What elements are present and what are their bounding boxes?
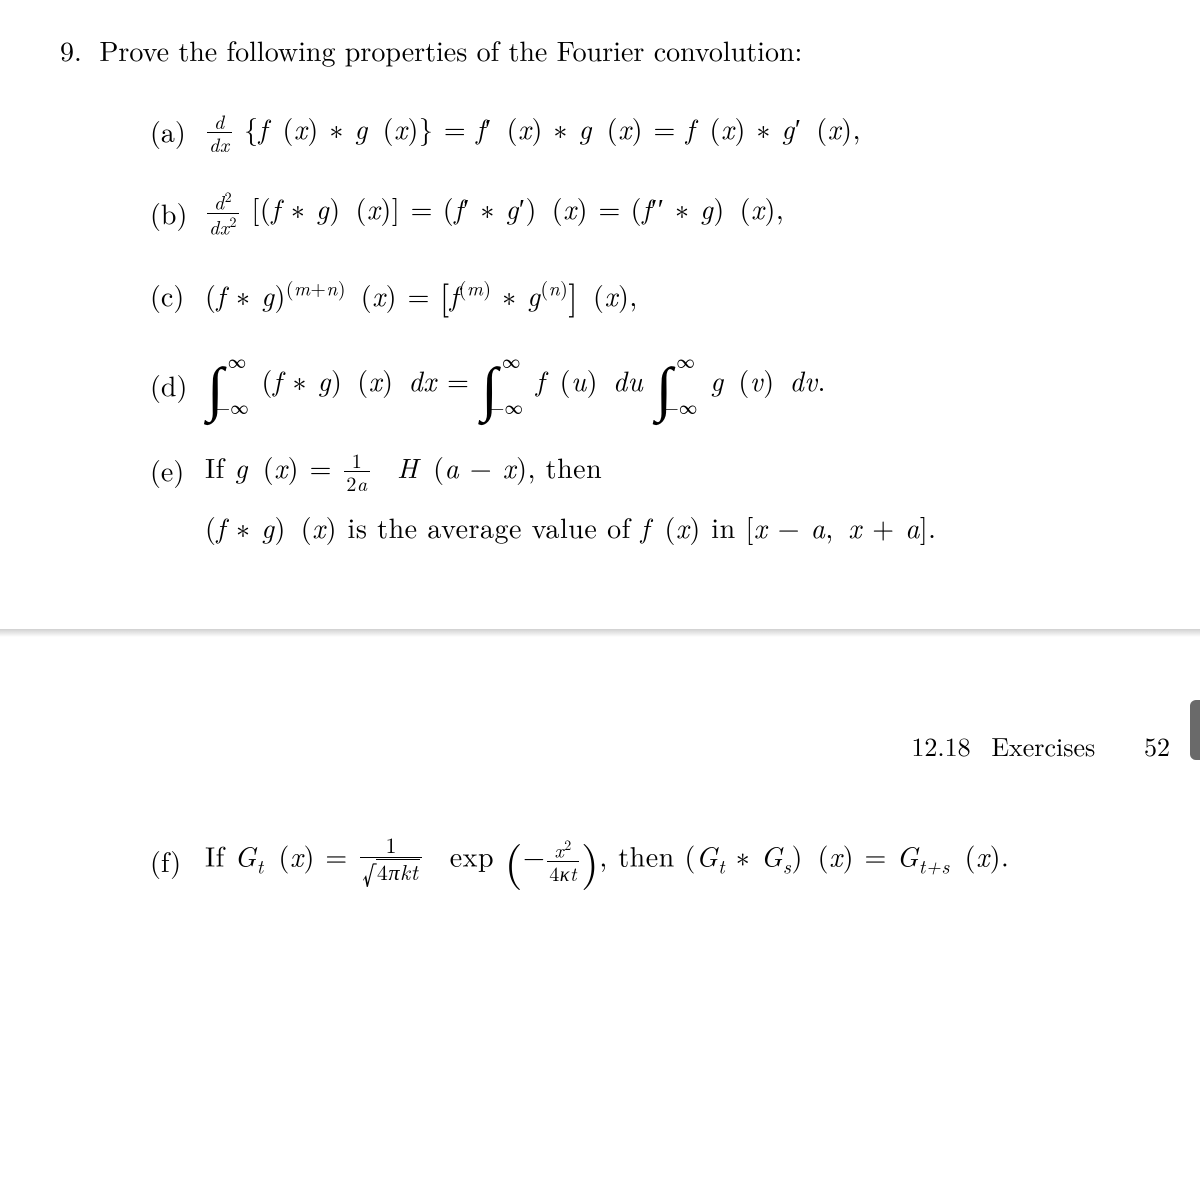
problem-header: 9. Prove the following properties of the…	[60, 30, 1200, 70]
items-list: (a) ddx {f (x) ∗ g (x)} = f′ (x) ∗ g (x)…	[150, 108, 1200, 547]
item-c-math: (f ∗ g)(m+n) (x) = [f(m) ∗ g(n)] (x),	[205, 271, 638, 319]
item-e-line2: (f ∗ g) (x) is the average value of f (x…	[205, 507, 1200, 547]
item-a-math: ddx {f (x) ∗ g (x)} = f′ (x) ∗ g (x) = f…	[205, 108, 861, 154]
item-d: (d) ∫∞−∞ (f ∗ g) (x) dx = ∫∞−∞ f (u) du …	[150, 353, 1200, 417]
exp-text: exp	[450, 836, 494, 876]
page-break-shadow	[0, 629, 1200, 637]
item-b-label: (b)	[150, 193, 205, 233]
item-f-label: (f)	[150, 841, 205, 881]
problem-text: Prove the following properties of the Fo…	[99, 30, 802, 70]
item-c-label: (c)	[150, 275, 205, 315]
item-e-label: (e)	[150, 450, 205, 490]
item-e: (e) If g (x) = 12a H (a − x), then	[150, 447, 1200, 493]
item-a-label: (a)	[150, 111, 205, 151]
running-head: 12.18 Exercises 52	[0, 727, 1200, 764]
item-b: (b) d2dx2 [(f ∗ g) (x)] = (f′ ∗ g′) (x) …	[150, 188, 1200, 236]
page: 9. Prove the following properties of the…	[0, 0, 1200, 1178]
items-list-cont: (f) If Gt (x) = 1 √4πkt exp (−x24κt), th…	[150, 834, 1200, 887]
problem-number: 9.	[60, 30, 90, 70]
item-d-math: ∫∞−∞ (f ∗ g) (x) dx = ∫∞−∞ f (u) du ∫∞−∞…	[205, 353, 826, 417]
item-b-math: d2dx2 [(f ∗ g) (x)] = (f′ ∗ g′) (x) = (f…	[205, 188, 784, 236]
page-break	[0, 581, 1200, 691]
item-e-if: If	[205, 447, 235, 487]
edge-tab	[1190, 700, 1200, 760]
item-d-label: (d)	[150, 365, 205, 405]
section-title: Exercises	[991, 727, 1095, 764]
item-f-if: If	[205, 836, 235, 876]
item-c: (c) (f ∗ g)(m+n) (x) = [f(m) ∗ g(n)] (x)…	[150, 271, 1200, 319]
item-a: (a) ddx {f (x) ∗ g (x)} = f′ (x) ∗ g (x)…	[150, 108, 1200, 154]
item-f-math: If Gt (x) = 1 √4πkt exp (−x24κt), then (…	[205, 834, 1009, 887]
item-e-line1: If g (x) = 12a H (a − x), then	[205, 447, 602, 493]
section-number: 12.18	[911, 727, 970, 764]
page-number: 52	[1144, 727, 1170, 764]
item-f: (f) If Gt (x) = 1 √4πkt exp (−x24κt), th…	[150, 834, 1200, 887]
